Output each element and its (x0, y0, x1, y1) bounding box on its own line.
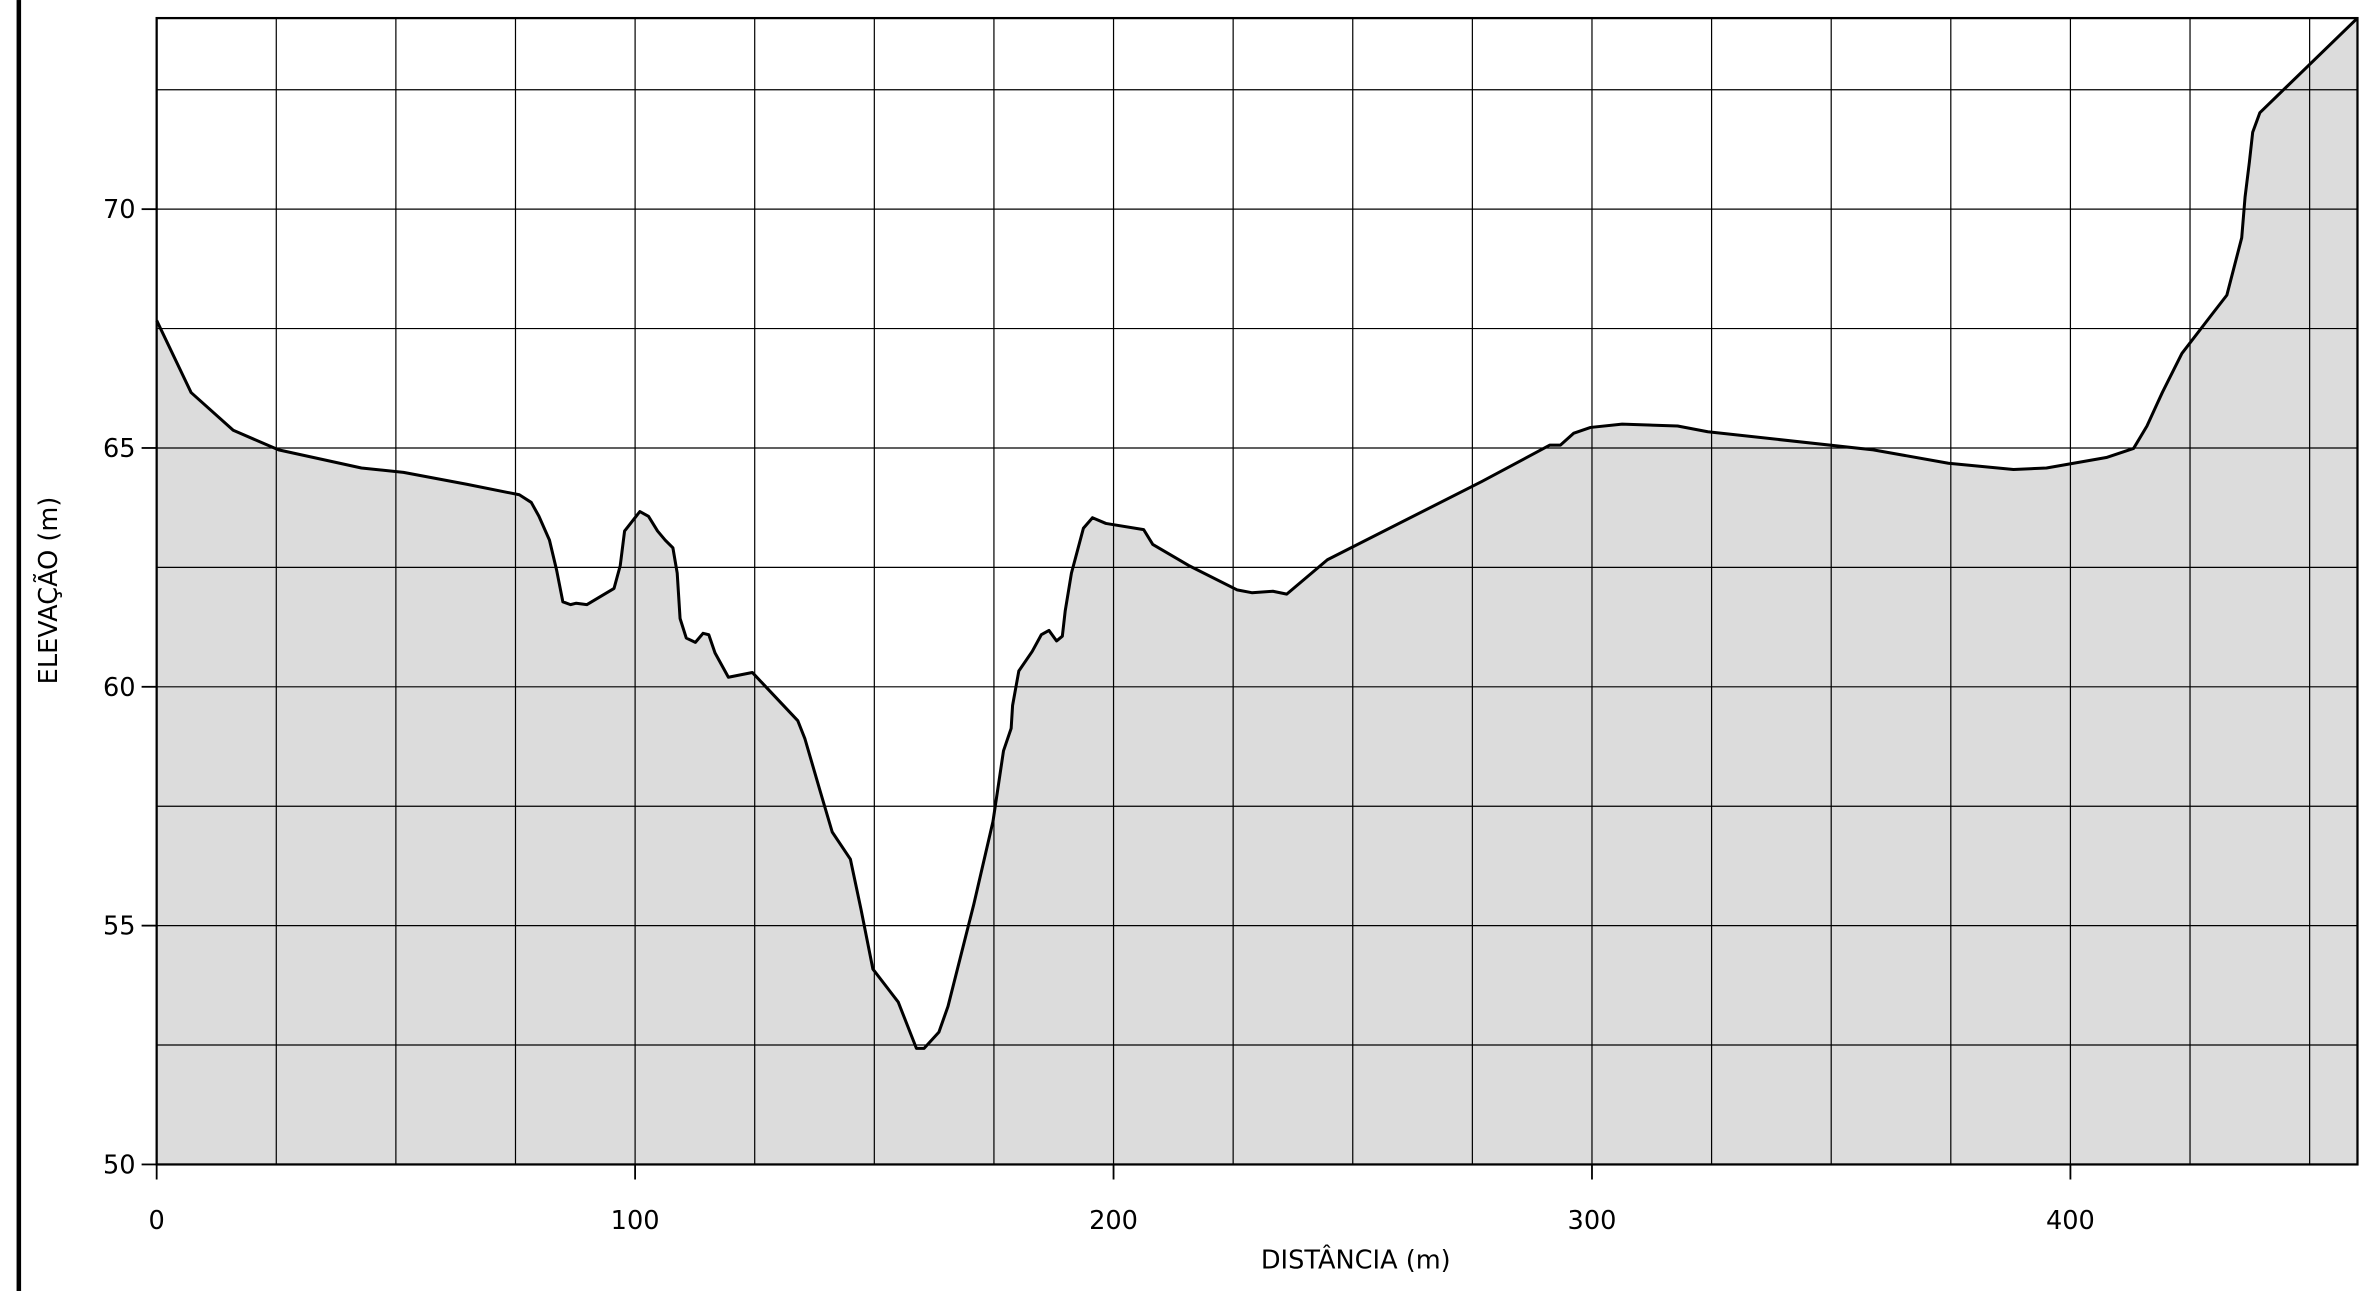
grid: 50 55 60 65 70 0 100 200 300 400 (103, 195, 2095, 1236)
area (156, 18, 2358, 1165)
x-tick-label: 200 (1089, 1206, 1138, 1236)
x-tick-label: 100 (611, 1206, 660, 1236)
frame-edge (16, 0, 22, 1291)
y-tick-label: 60 (103, 673, 136, 703)
y-tick-label: 65 (103, 434, 136, 464)
y-tick-label: 55 (103, 912, 136, 942)
line (155, 17, 2359, 1050)
plot-border (155, 16, 2359, 1166)
x-tick-label: 300 (1568, 1206, 1617, 1236)
y-tick-label: 50 (103, 1150, 136, 1180)
x-tick-label: 0 (149, 1206, 165, 1236)
x-tick-label: 400 (2046, 1206, 2095, 1236)
x-axis-label: DISTÂNCIA (m) (1261, 1245, 1451, 1275)
plot-area (155, 17, 2359, 1166)
y-tick-label: 70 (103, 195, 136, 225)
y-axis-label: ELEVAÇÃO (m) (33, 497, 64, 685)
